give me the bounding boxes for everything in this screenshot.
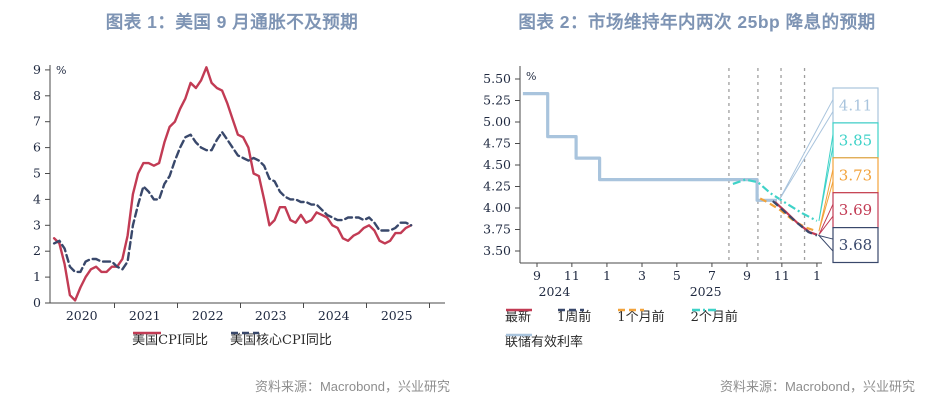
legend-item-cpi: 美国CPI同比 <box>132 329 208 348</box>
x-tick-label: 3 <box>638 268 646 283</box>
y-tick-label: 2 <box>33 243 41 258</box>
y-tick-label: 4 <box>33 191 41 206</box>
x-tick-label: 2021 <box>129 308 161 323</box>
y-tick-label: 5 <box>33 166 41 181</box>
y-tick-label: 3.75 <box>483 222 511 237</box>
x-tick-label: 2020 <box>66 308 98 323</box>
series-line <box>759 197 818 233</box>
legend-label: 2个月前 <box>690 310 738 325</box>
y-axis-unit-label: % <box>526 70 536 83</box>
x-tick-label: 2024 <box>318 308 350 323</box>
y-tick-label: 0 <box>33 295 41 310</box>
y-axis-unit-label: % <box>56 64 66 77</box>
dash-dot-line-swatch-icon <box>691 308 718 312</box>
x-tick-label: 9 <box>533 268 541 283</box>
dashed-line-swatch-icon <box>558 308 585 312</box>
figure1-legend: 美国CPI同比 美国核心CPI同比 <box>0 329 464 348</box>
callout-box <box>832 157 879 194</box>
figure2-legend-row1: 最新 1周前 1个月前 2个月前 <box>505 306 738 325</box>
y-tick-label: 3 <box>33 217 41 232</box>
legend-label: 联储有效利率 <box>505 335 584 350</box>
figure2-source: 资料来源：Macrobond，兴业研究 <box>719 379 915 394</box>
legend-label: 1周前 <box>557 310 592 325</box>
y-tick-label: 4.75 <box>483 136 511 151</box>
x-tick-label: 9 <box>743 268 751 283</box>
y-tick-label: 6 <box>33 140 41 155</box>
series-line <box>522 92 777 202</box>
figure1-title: 图表 1：美国 9 月通胀不及预期 <box>105 12 359 32</box>
figure2-legend-row2: 联储有效利率 <box>505 331 583 350</box>
y-tick-label: 3.50 <box>483 243 511 258</box>
x-tick-label: 5 <box>673 268 681 283</box>
callout-value: 3.73 <box>839 166 872 184</box>
legend-label: 美国核心CPI同比 <box>230 333 332 348</box>
x-tick-label: 1 <box>813 268 821 283</box>
series-line <box>52 130 413 274</box>
y-tick-label: 5.00 <box>483 114 511 129</box>
legend-item-latest: 最新 <box>505 306 532 325</box>
y-tick-label: 1 <box>33 269 41 284</box>
x-tick-label: 7 <box>708 268 716 283</box>
x-year-label: 2025 <box>690 284 722 299</box>
x-tick-label: 2023 <box>255 308 287 323</box>
axes <box>515 66 822 267</box>
series-line <box>52 66 413 302</box>
cpi-line-chart: 0 1 2 3 4 5 6 7 8 9 2020 2021 2022 2023 2024 2025% <box>33 62 445 323</box>
dashed-line-swatch-icon <box>231 331 259 335</box>
y-tick-label: 8 <box>33 88 41 103</box>
y-tick-label: 5.50 <box>483 71 511 86</box>
legend-label: 最新 <box>505 310 532 325</box>
callout-box <box>832 227 879 264</box>
callout-box <box>832 87 879 124</box>
callout-arrow <box>817 234 834 253</box>
x-tick-label: 2025 <box>381 308 413 323</box>
y-tick-label: 7 <box>33 114 41 129</box>
legend-item-1-week-ago: 1周前 <box>557 306 591 325</box>
series-line <box>732 178 818 222</box>
legend-label: 美国CPI同比 <box>132 333 208 348</box>
fed-rate-line-chart: 3.503.754.004.254.504.755.005.255.509 11 1… <box>483 66 879 299</box>
figure1-source: 资料来源：Macrobond，兴业研究 <box>254 379 450 394</box>
dashed-line-swatch-icon <box>618 308 645 312</box>
series-line <box>772 200 818 237</box>
y-tick-label: 5.25 <box>483 93 511 108</box>
legend-item-2-months-ago: 2个月前 <box>691 306 738 325</box>
legend-item-effective-rate: 联储有效利率 <box>505 331 583 350</box>
figure2-title: 图表 2：市场维持年内两次 25bp 降息的预期 <box>518 12 876 32</box>
line-swatch-icon <box>506 333 532 337</box>
x-year-label: 2024 <box>539 284 571 299</box>
legend-item-core-cpi: 美国核心CPI同比 <box>230 329 332 348</box>
axes <box>45 65 445 308</box>
y-tick-label: 4.00 <box>483 200 511 215</box>
callout-value: 3.68 <box>839 236 872 254</box>
callout-boxes: 4.11 3.85 3.73 3.69 3.68 <box>832 87 879 264</box>
y-tick-label: 4.25 <box>483 179 511 194</box>
callout-value: 3.85 <box>839 131 872 149</box>
line-swatch-icon <box>133 331 162 335</box>
y-tick-label: 9 <box>33 62 41 77</box>
y-tick-label: 4.50 <box>483 157 511 172</box>
callout-value: 3.69 <box>839 201 872 219</box>
callout-box <box>832 192 879 229</box>
x-tick-label: 1 <box>603 268 611 283</box>
legend-label: 1个月前 <box>617 310 665 325</box>
x-tick-label: 11 <box>564 268 580 283</box>
line-swatch-icon <box>506 308 532 312</box>
callout-value: 4.11 <box>839 96 872 114</box>
x-tick-label: 11 <box>774 268 790 283</box>
legend-item-1-month-ago: 1个月前 <box>617 306 665 325</box>
x-tick-label: 2022 <box>192 308 224 323</box>
